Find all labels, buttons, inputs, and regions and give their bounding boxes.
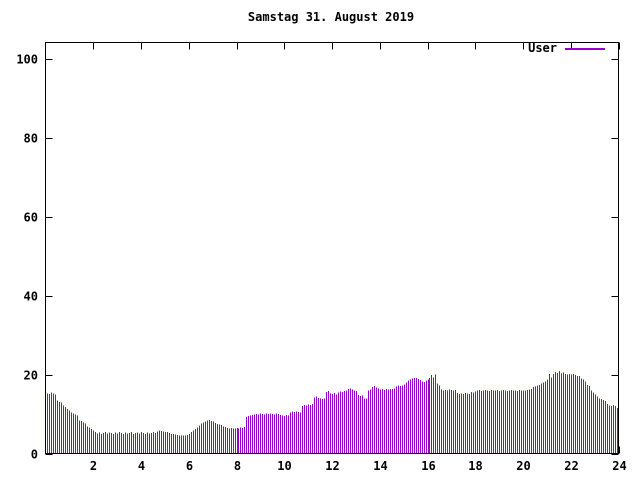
x-tick-label: 4 [138, 459, 145, 473]
x-tick-label: 6 [186, 459, 193, 473]
x-tick-label: 24 [612, 459, 626, 473]
x-tick-label: 18 [468, 459, 482, 473]
x-tick-label: 2 [90, 459, 97, 473]
legend: User [528, 42, 605, 55]
y-tick-label: 40 [24, 290, 38, 304]
chart-title: Samstag 31. August 2019 [247, 10, 415, 24]
x-tick-label: 20 [516, 459, 530, 473]
y-tick-label: 20 [24, 369, 38, 383]
plot-border [45, 42, 619, 454]
y-tick-label: 80 [24, 132, 38, 146]
legend-label-user: User [528, 41, 557, 55]
y-tick-label: 0 [31, 448, 38, 462]
x-tick-label: 16 [421, 459, 435, 473]
x-tick-label: 12 [325, 459, 339, 473]
x-tick-label: 10 [277, 459, 291, 473]
x-tick-label: 22 [564, 459, 578, 473]
x-tick-label: 8 [234, 459, 241, 473]
x-tick-label: 14 [373, 459, 387, 473]
y-tick-label: 100 [16, 53, 38, 67]
y-tick-label: 60 [24, 211, 38, 225]
legend-line-sample [565, 47, 605, 50]
